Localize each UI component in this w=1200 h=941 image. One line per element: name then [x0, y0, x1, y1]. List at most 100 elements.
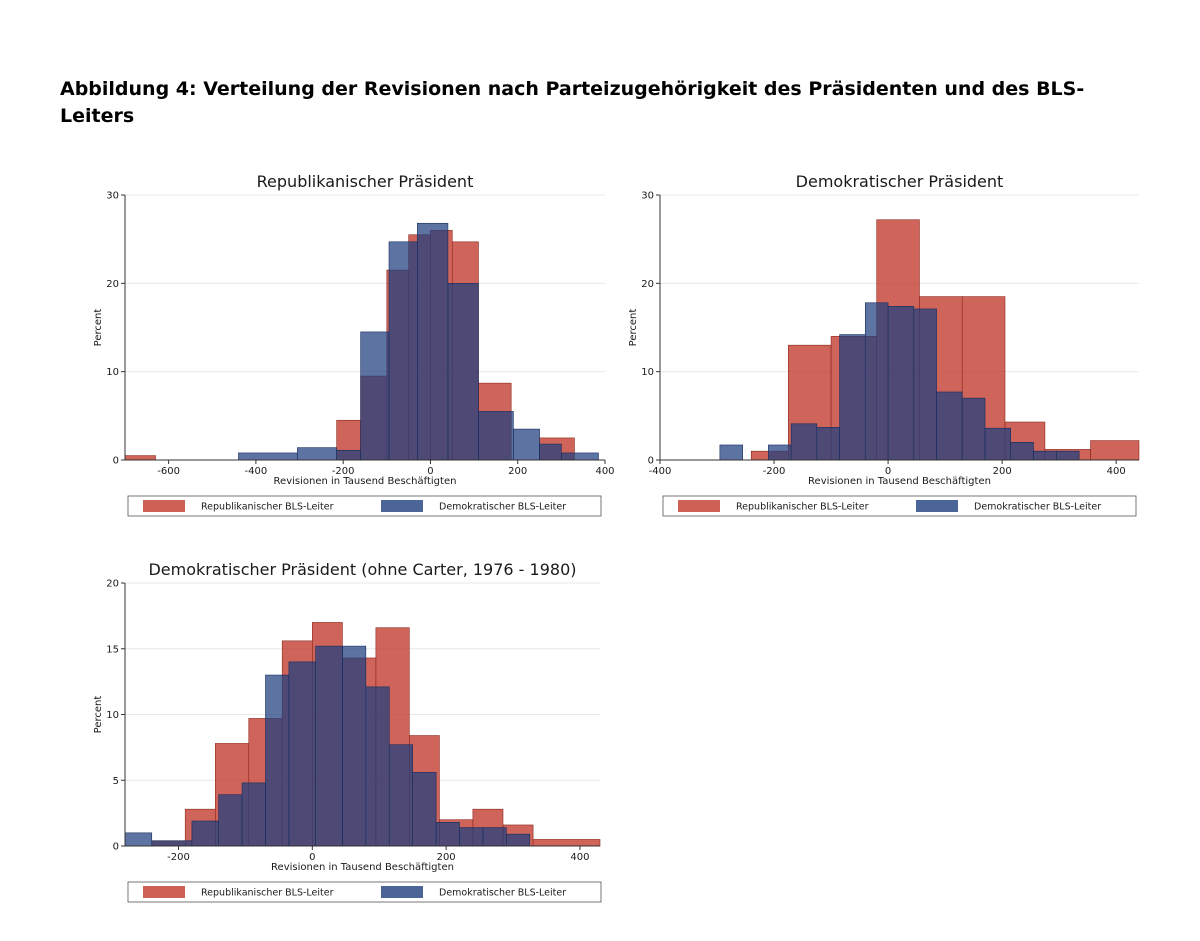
bar-democrat: [360, 331, 390, 461]
x-tick-label: -200: [763, 466, 786, 477]
bar-democrat: [388, 241, 418, 461]
bar-democrat: [913, 308, 937, 461]
bar-democrat: [790, 423, 818, 461]
bar-democrat: [447, 283, 479, 461]
bar-democrat: [482, 827, 507, 847]
y-tick-label: 30: [641, 191, 654, 202]
bar-democrat: [816, 427, 840, 461]
y-tick-label: 15: [106, 644, 119, 655]
bar-democrat: [506, 833, 531, 847]
y-tick-label: 20: [641, 279, 654, 290]
legend-label-democrat: Demokratischer BLS-Leiter: [439, 502, 566, 513]
bar-democrat: [719, 444, 743, 461]
bar-democrat: [412, 772, 437, 847]
bar-democrat: [839, 334, 866, 461]
y-tick-label: 5: [113, 776, 119, 787]
y-axis-label: Percent: [628, 309, 639, 347]
histogram-republican-president: 0 10 20 30 -600 -400 -200 0 200 400 Republikanisch…: [93, 172, 615, 517]
legend: [127, 881, 602, 903]
bar-democrat: [388, 744, 413, 847]
x-tick-label: 400: [570, 852, 589, 863]
bar-democrat: [365, 686, 390, 847]
legend-label-republican: Republikanischer BLS-Leiter: [736, 502, 869, 513]
legend-swatch-republican: [143, 886, 185, 898]
panel-title: Demokratischer Präsident: [796, 172, 1004, 191]
bar-democrat: [124, 832, 153, 847]
y-tick-label: 10: [641, 367, 654, 378]
figure-title: Abbildung 4: Verteilung der Revisionen n…: [60, 78, 1085, 127]
bar-republican: [1090, 440, 1140, 461]
bar-democrat: [936, 391, 963, 461]
bar-democrat: [191, 820, 219, 847]
bar-democrat: [151, 840, 193, 847]
bar-democrat: [297, 447, 337, 461]
y-axis-label: Percent: [93, 696, 104, 734]
bar-democrat: [478, 411, 514, 461]
x-tick-label: -400: [245, 466, 268, 477]
legend-swatch-democrat: [381, 500, 423, 512]
y-tick-label: 0: [648, 456, 654, 467]
legend: [127, 495, 602, 517]
bar-democrat: [561, 452, 599, 461]
x-tick-label: 400: [1107, 466, 1126, 477]
legend-label-republican: Republikanischer BLS-Leiter: [201, 502, 334, 513]
legend: [662, 495, 1137, 517]
legend-label-democrat: Demokratischer BLS-Leiter: [974, 502, 1101, 513]
y-tick-label: 10: [106, 710, 119, 721]
bar-democrat: [342, 645, 367, 847]
y-tick-label: 30: [106, 191, 119, 202]
legend-label-democrat: Demokratischer BLS-Leiter: [439, 888, 566, 899]
x-tick-label: -200: [167, 852, 190, 863]
x-tick-label: 200: [993, 466, 1012, 477]
y-tick-label: 0: [113, 456, 119, 467]
y-axis-label: Percent: [93, 309, 104, 347]
bar-democrat: [265, 674, 290, 847]
x-tick-label: 200: [437, 852, 456, 863]
bar-democrat: [539, 443, 562, 461]
histogram-democratic-president-without-carter: 0 5 10 15 20 -200 0 200 400 Demokratischer Präsid…: [93, 560, 602, 903]
y-tick-label: 0: [113, 842, 119, 853]
bar-democrat: [887, 306, 915, 461]
histogram-democratic-president: 0 10 20 30 -400 -200 0 200 400 Demokratischer Prä…: [628, 172, 1140, 517]
bar-democrat: [336, 449, 361, 461]
bar-democrat: [864, 302, 889, 461]
legend-swatch-republican: [678, 500, 720, 512]
x-tick-label: 0: [427, 466, 433, 477]
bar-democrat: [238, 452, 298, 461]
x-tick-label: -600: [157, 466, 180, 477]
y-tick-label: 20: [106, 279, 119, 290]
bar-democrat: [1033, 450, 1057, 461]
x-tick-label: 0: [885, 466, 891, 477]
bar-democrat: [513, 428, 540, 461]
x-tick-label: -200: [332, 466, 355, 477]
bar-democrat: [288, 661, 316, 847]
x-tick-label: 400: [595, 466, 614, 477]
legend-swatch-democrat: [381, 886, 423, 898]
legend-swatch-republican: [143, 500, 185, 512]
bar-democrat: [1056, 450, 1080, 461]
x-tick-label: -400: [649, 466, 672, 477]
y-tick-label: 20: [106, 579, 119, 590]
y-tick-label: 10: [106, 367, 119, 378]
bar-democrat: [984, 427, 1011, 461]
panel-title: Demokratischer Präsident (ohne Carter, 1…: [148, 560, 576, 579]
x-axis-label: Revisionen in Tausend Beschäftigten: [274, 476, 457, 487]
x-axis-label: Revisionen in Tausend Beschäftigten: [808, 476, 991, 487]
bar-democrat: [459, 827, 484, 847]
panel-title: Republikanischer Präsident: [257, 172, 474, 191]
bar-democrat: [961, 397, 986, 461]
bar-republican: [532, 839, 601, 847]
bar-democrat: [435, 822, 460, 847]
bar-democrat: [1010, 442, 1034, 461]
bar-democrat: [417, 222, 449, 461]
legend-swatch-democrat: [916, 500, 958, 512]
bar-democrat: [315, 645, 343, 847]
x-tick-label: 200: [508, 466, 527, 477]
bar-democrat: [241, 782, 266, 847]
x-tick-label: 0: [309, 852, 315, 863]
bar-democrat: [218, 794, 243, 847]
x-axis-label: Revisionen in Tausend Beschäftigten: [271, 862, 454, 873]
legend-label-republican: Republikanischer BLS-Leiter: [201, 888, 334, 899]
bar-republican: [124, 455, 156, 461]
bar-democrat: [768, 444, 792, 461]
